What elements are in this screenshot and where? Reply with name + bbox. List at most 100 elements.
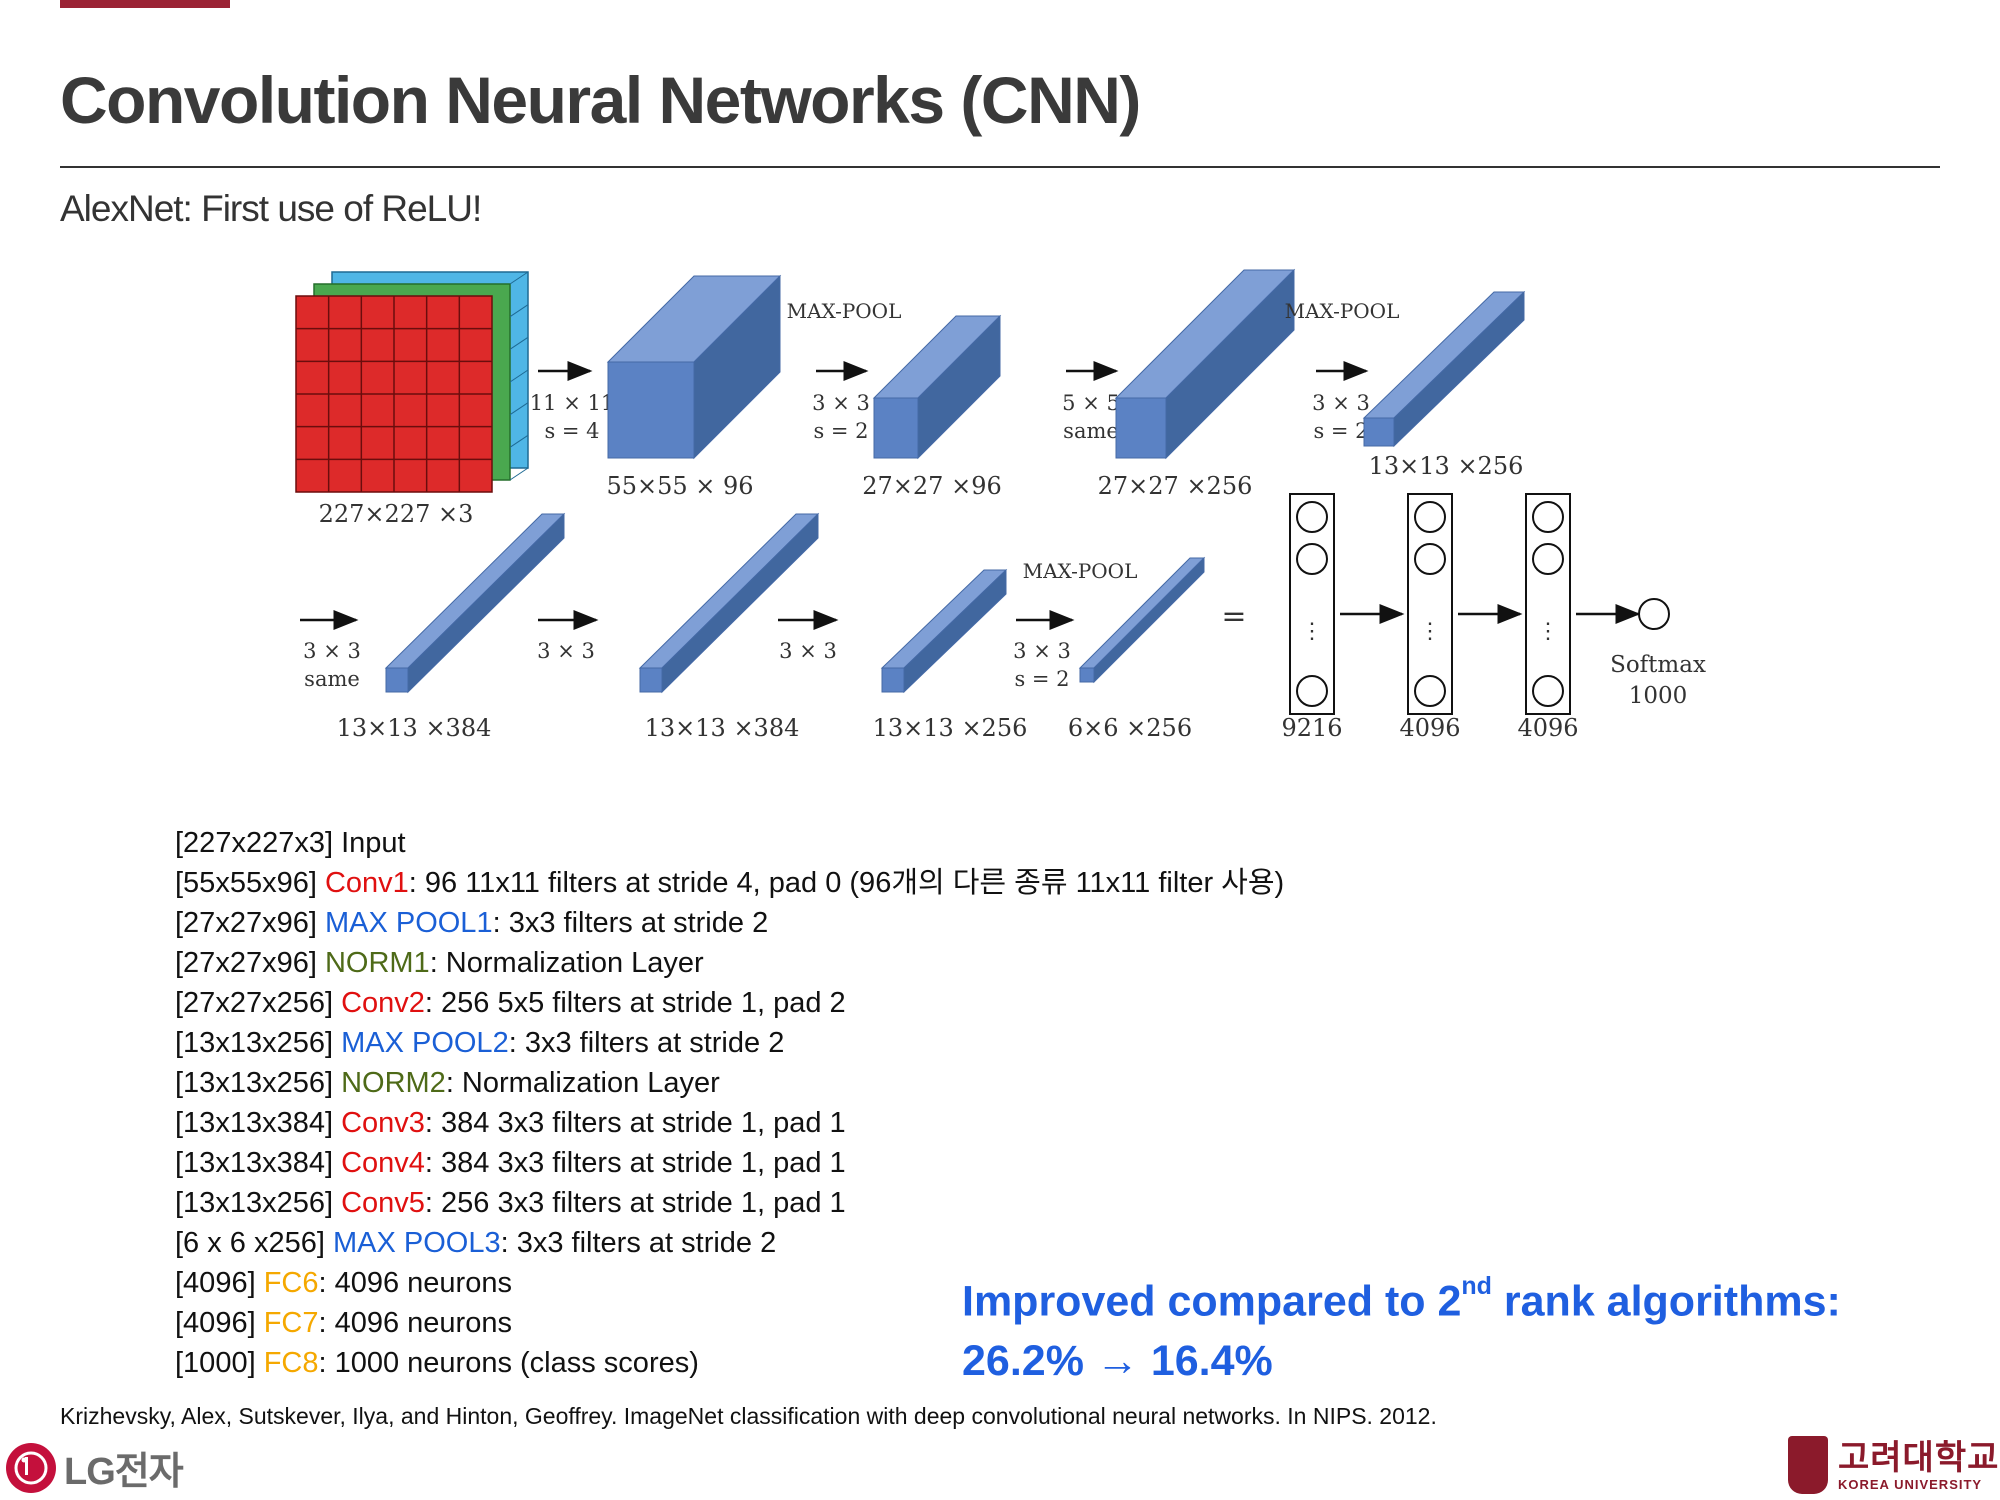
box-55x55x96-side [693,274,781,460]
layer-text: : 3x3 filters at stride 2 [508,1027,785,1059]
box-13x13x256-front [1363,417,1395,447]
layer-text: [4096] [175,1267,264,1299]
box-6x6x256-side [1093,556,1205,684]
fc-column-1 [1289,493,1335,715]
layer-text: [27x27x96] [175,947,325,979]
layer-name: FC6 [263,1267,319,1299]
layer-text: [27x27x96] [175,907,325,939]
layer-text: [4096] [175,1307,264,1339]
layer-row: [13x13x384] Conv4: 384 3x3 filters at st… [175,1143,1284,1183]
pool2-kernel-label: 3 × 3 [1312,391,1370,415]
layer-row: [27x27x96] NORM1: Normalization Layer [175,943,1284,983]
layer-text: : Normalization Layer [445,1067,720,1099]
pool1-volume-label: 27×27 ×96 [862,472,1001,500]
layer-text: [27x27x256] [175,987,342,1019]
box-13x13x256-b-front [881,667,905,693]
fc-column-3 [1525,493,1571,715]
box-13x13x384-a-side [407,512,565,694]
box-13x13x384-a-front [385,667,409,693]
improvement-line1: Improved compared to 2nd rank algorithms… [962,1272,1841,1326]
fc-size-label-3: 4096 [1517,714,1578,742]
fc-neuron [1532,543,1564,575]
layer-name: FC7 [263,1307,319,1339]
fc-size-label-2: 4096 [1399,714,1460,742]
softmax-neuron [1638,598,1670,630]
box-27x27x256-side [1165,268,1295,460]
pool3-volume-label: 6×6 ×256 [1068,714,1192,742]
layer-name: MAX POOL1 [324,907,493,939]
citation: Krizhevsky, Alex, Sutskever, Ilya, and H… [60,1403,1437,1429]
layer-list: [227x227x3] Input [55x55x96] Conv1: 96 11… [175,823,1284,1383]
box-13x13x384-b-side [661,512,819,694]
conv3-pad-label: same [304,667,360,691]
softmax-label: Softmax [1610,652,1706,678]
pool1-stride-label: s = 2 [813,419,868,443]
box-55x55x96-front [607,361,695,459]
slide-subtitle: AlexNet: First use of ReLU! [60,188,482,229]
layer-text: : 96 11x11 filters at stride 4, pad 0 (9… [408,867,1285,899]
pool2-stride-label: s = 2 [1313,419,1368,443]
conv4-volume-label: 13×13 ×384 [645,714,800,742]
fc-neuron [1414,501,1446,533]
input-grid-line [509,467,529,481]
layer-text: : 256 3x3 filters at stride 1, pad 1 [424,1187,846,1219]
fc-neuron [1532,675,1564,707]
layer-row: [13x13x256] Conv5: 256 3x3 filters at st… [175,1183,1284,1223]
input-grid-line [509,336,529,350]
layer-text: [55x55x96] [175,867,325,899]
layer-row: [6 x 6 x256] MAX POOL3: 3x3 filters at s… [175,1223,1284,1263]
input-grid-line [509,402,529,416]
softmax-classes-label: 1000 [1629,683,1688,709]
conv4-kernel-label: 3 × 3 [537,639,595,663]
layer-row: [227x227x3] Input [175,823,1284,863]
pool2-volume-label: 13×13 ×256 [1369,452,1524,480]
fc-size-label-1: 9216 [1281,714,1342,742]
layer-text: [6 x 6 x256] [175,1227,333,1259]
layer-text: [13x13x384] [175,1147,342,1179]
fc-neuron [1296,501,1328,533]
korea-university-logo: 고려대학교 KOREA UNIVERSITY [1788,1436,1999,1494]
layer-row: [55x55x96] Conv1: 96 11x11 filters at st… [175,863,1284,903]
box-6x6x256-front [1079,667,1095,683]
layer-text: [13x13x256] [175,1067,342,1099]
layer-text: : 4096 neurons [318,1307,512,1339]
pool3-kernel-label: 3 × 3 [1013,639,1071,663]
layer-name: NORM1 [324,947,430,979]
fc-neuron [1532,501,1564,533]
alexnet-architecture-diagram: 227×227 ×3 11 × 11 s = 4 55×55 × 96 MAX-POOL… [295,268,1706,742]
input-grid-line [509,434,529,448]
layer-name: NORM2 [341,1067,446,1099]
box-13x13x256-side [1393,290,1525,448]
conv1-volume-label: 55×55 × 96 [606,472,753,500]
conv5-volume-label: 13×13 ×256 [873,714,1028,742]
layer-text: [227x227x3] Input [175,827,406,859]
conv2-kernel-label: 5 × 5 [1062,391,1120,415]
fc-neuron [1414,543,1446,575]
layer-text: : 384 3x3 filters at stride 1, pad 1 [424,1147,846,1179]
box-27x27x96-side [917,314,1001,460]
layer-text: : 3x3 filters at stride 2 [492,907,769,939]
layer-name: Conv2 [341,987,425,1019]
fc-neuron [1296,675,1328,707]
improvement-note: Improved compared to 2nd rank algorithms… [962,1262,1841,1391]
box-13x13x384-b-front [639,667,663,693]
box-27x27x96-front [873,397,919,459]
equals-sign: = [1221,599,1246,634]
layer-text: [13x13x256] [175,1187,342,1219]
layer-text: : Normalization Layer [429,947,704,979]
conv5-kernel-label: 3 × 3 [779,639,837,663]
layer-name: MAX POOL2 [341,1027,509,1059]
layer-row: [13x13x256] MAX POOL2: 3x3 filters at st… [175,1023,1284,1063]
maxpool2-title: MAX-POOL [1285,299,1400,323]
conv1-kernel-label: 11 × 11 [530,391,614,415]
lg-logo: LG전자 [6,1440,184,1495]
accent-bar [60,0,230,8]
fc-column-2 [1407,493,1453,715]
layer-name: Conv1 [324,867,409,899]
box-13x13x256-b-side [903,568,1007,694]
lg-logo-text: LG전자 [64,1451,184,1493]
layer-text: [13x13x384] [175,1107,342,1139]
fc-neuron [1296,543,1328,575]
layer-text: : 384 3x3 filters at stride 1, pad 1 [424,1107,846,1139]
conv2-volume-label: 27×27 ×256 [1098,472,1253,500]
